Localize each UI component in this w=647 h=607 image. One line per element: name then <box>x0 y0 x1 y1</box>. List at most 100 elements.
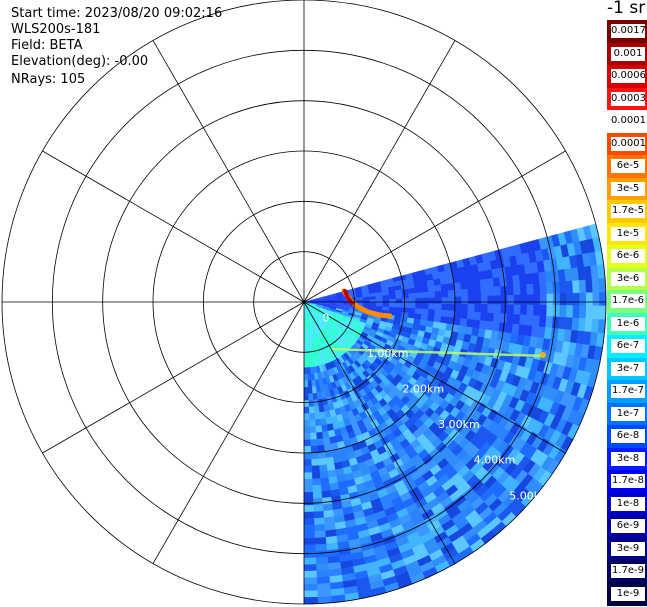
data-cell <box>506 285 515 296</box>
data-cell <box>592 305 600 320</box>
data-cell <box>421 303 429 310</box>
data-cell <box>320 483 331 492</box>
data-cell <box>441 303 449 311</box>
data-cell <box>303 400 310 408</box>
data-cell <box>433 315 442 323</box>
data-cell <box>303 557 317 565</box>
data-cell <box>428 303 436 310</box>
data-cell <box>499 313 508 324</box>
data-cell <box>312 399 319 407</box>
data-cell <box>513 294 521 306</box>
data-cell <box>309 425 317 434</box>
data-cell <box>506 313 514 325</box>
data-cell <box>505 275 514 287</box>
colorbar-tick-label: 6e-6 <box>611 249 645 263</box>
data-cell <box>565 280 574 294</box>
data-cell <box>303 393 309 401</box>
data-cell <box>317 589 332 598</box>
data-cell <box>315 425 323 433</box>
azimuth-spoke <box>303 40 456 303</box>
data-cell <box>473 311 482 321</box>
data-cell <box>382 299 390 304</box>
data-cell <box>310 452 319 460</box>
backscatter-data-sector <box>303 223 607 605</box>
data-cell <box>313 510 325 519</box>
data-cell <box>453 310 462 319</box>
data-cell <box>480 295 489 305</box>
data-cell <box>447 310 455 319</box>
data-cell <box>303 596 319 605</box>
data-cell <box>500 304 508 315</box>
data-cell <box>578 318 587 332</box>
data-cell <box>531 272 540 285</box>
colorbar-tick-label: 1.7e-5 <box>611 204 645 218</box>
azimuth-spoke <box>42 301 305 454</box>
data-cell <box>466 280 475 290</box>
data-cell <box>317 451 326 460</box>
data-cell <box>460 281 468 290</box>
data-cell <box>513 284 521 296</box>
data-cell <box>461 296 469 305</box>
data-cell <box>303 570 317 578</box>
data-cell <box>303 459 312 467</box>
data-cell <box>303 498 314 506</box>
data-cell <box>420 280 428 288</box>
data-cell <box>395 298 403 304</box>
data-cell <box>308 406 315 414</box>
data-cell <box>303 485 313 493</box>
data-cell <box>598 278 607 293</box>
range-ring-label: 1.00km <box>367 347 409 360</box>
data-cell <box>466 318 474 328</box>
colorbar-tick-label: 3e-9 <box>611 541 645 556</box>
data-cell <box>303 465 313 473</box>
data-cell <box>306 367 311 375</box>
range-ring-label: 5.00km <box>509 489 551 502</box>
data-cell <box>314 524 326 532</box>
data-cell <box>369 299 377 304</box>
data-cell <box>453 282 462 291</box>
data-cell <box>572 305 580 319</box>
data-cell <box>320 424 329 433</box>
data-cell <box>315 550 328 558</box>
data-cell <box>552 305 561 318</box>
data-cell <box>321 496 333 505</box>
data-cell <box>545 282 554 295</box>
data-cell <box>303 564 317 572</box>
data-cell <box>421 286 429 293</box>
data-cell <box>539 282 547 295</box>
data-cell <box>467 296 475 305</box>
data-cell <box>408 298 416 304</box>
data-cell <box>578 279 587 294</box>
colorbar-tick-label: 1.7e-6 <box>611 294 645 308</box>
data-cell <box>408 303 416 309</box>
data-cell <box>571 317 580 332</box>
data-cell <box>314 418 322 427</box>
data-cell <box>566 292 574 306</box>
data-cell <box>572 280 580 294</box>
data-cell <box>408 307 416 314</box>
data-cell <box>303 373 308 381</box>
data-cell <box>519 314 528 326</box>
data-cell <box>375 295 383 300</box>
data-cell <box>308 399 314 408</box>
data-cell <box>303 426 311 434</box>
data-cell <box>375 299 383 304</box>
data-cell <box>564 317 573 331</box>
data-cell <box>440 309 449 318</box>
data-cell <box>303 544 316 552</box>
nrays-text: NRays: 105 <box>11 72 86 87</box>
data-cell <box>303 446 312 454</box>
colorbar-tick-label: 1e-7 <box>611 406 645 421</box>
data-cell <box>461 303 469 312</box>
data-cell <box>585 279 593 293</box>
data-cell <box>538 315 547 328</box>
azimuth-spoke <box>303 301 456 564</box>
data-cell <box>579 292 587 306</box>
data-cell <box>434 284 442 292</box>
data-cell <box>520 294 528 306</box>
data-cell <box>591 318 600 334</box>
data-cell <box>441 297 449 305</box>
data-cell <box>401 288 409 295</box>
data-cell <box>312 497 323 506</box>
data-cell <box>494 295 502 305</box>
